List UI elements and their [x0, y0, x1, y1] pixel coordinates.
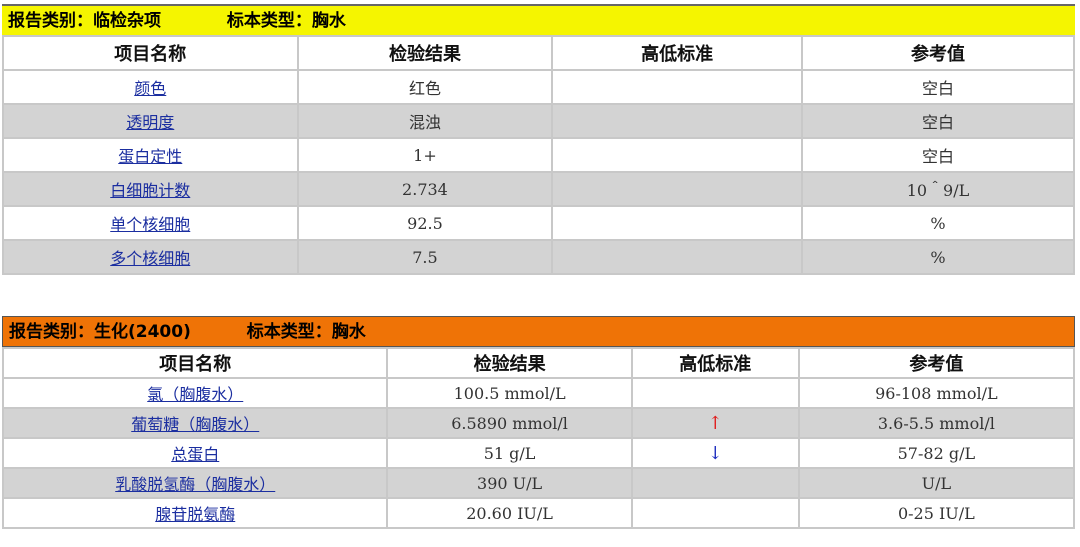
reference-cell: 空白	[800, 103, 1076, 139]
item-name-link[interactable]: 白细胞计数	[110, 181, 191, 200]
flag-cell	[551, 69, 803, 105]
table-row: 总蛋白 51 g/L ↓ 57-82 g/L	[1, 437, 1076, 469]
flag-cell	[551, 205, 803, 241]
item-name-cell: 腺苷脱氨酶	[1, 497, 389, 529]
result-cell: 2.734	[296, 171, 554, 207]
item-name-cell: 氯（胸腹水）	[1, 377, 389, 409]
item-name-link[interactable]: 颜色	[134, 79, 167, 98]
result-cell: 6.5890 mmol/l	[386, 407, 633, 439]
item-name-link[interactable]: 透明度	[126, 113, 175, 132]
table-row: 单个核细胞 92.5 %	[2, 205, 1076, 241]
result-cell: 7.5	[296, 239, 554, 275]
item-name-cell: 乳酸脱氢酶（胸腹水）	[1, 467, 389, 499]
result-cell: 20.60 IU/L	[386, 497, 633, 529]
item-name-cell: 葡萄糖（胸腹水）	[1, 407, 389, 439]
flag-cell	[551, 103, 803, 139]
flag-cell	[630, 467, 800, 499]
result-cell: 390 U/L	[386, 467, 633, 499]
table-row: 透明度 混浊 空白	[2, 103, 1076, 139]
result-cell: 92.5	[296, 205, 554, 241]
report-header-bar: 报告类别：生化(2400) 标本类型：胸水	[2, 316, 1075, 347]
results-table: 项目名称 检验结果 高低标准 参考值 颜色 红色 空白 透明度 混浊 空白 蛋白定性 …	[2, 35, 1076, 275]
column-header: 检验结果	[296, 35, 554, 71]
item-name-link[interactable]: 单个核细胞	[110, 215, 191, 234]
result-cell: 红色	[296, 69, 554, 105]
column-header: 高低标准	[630, 347, 800, 379]
item-name-link[interactable]: 总蛋白	[171, 445, 220, 464]
reference-cell: 10＾9/L	[800, 171, 1076, 207]
table-row: 乳酸脱氢酶（胸腹水） 390 U/L U/L	[1, 467, 1076, 499]
flag-cell	[630, 377, 800, 409]
item-name-link[interactable]: 葡萄糖（胸腹水）	[131, 415, 260, 434]
result-cell: 1+	[296, 137, 554, 173]
table-row: 腺苷脱氨酶 20.60 IU/L 0-25 IU/L	[1, 497, 1076, 529]
item-name-link[interactable]: 多个核细胞	[110, 249, 191, 268]
reference-cell: 57-82 g/L	[797, 437, 1076, 469]
item-name-cell: 透明度	[2, 103, 299, 139]
specimen-type: 标本类型：胸水	[246, 322, 366, 342]
item-name-cell: 白细胞计数	[2, 171, 299, 207]
column-header: 项目名称	[2, 35, 299, 71]
report-category: 报告类别：临检杂项	[8, 11, 161, 31]
flag-cell	[630, 497, 800, 529]
table-row: 多个核细胞 7.5 %	[2, 239, 1076, 275]
table-header-row: 项目名称 检验结果 高低标准 参考值	[2, 35, 1076, 71]
flag-cell	[551, 239, 803, 275]
report-table-general: 报告类别：临检杂项 标本类型：胸水 项目名称 检验结果 高低标准 参考值 颜色 红色 …	[2, 4, 1076, 275]
result-cell: 100.5 mmol/L	[386, 377, 633, 409]
reference-cell: U/L	[797, 467, 1076, 499]
flag-cell	[551, 171, 803, 207]
item-name-cell: 单个核细胞	[2, 205, 299, 241]
report-header-bar: 报告类别：临检杂项 标本类型：胸水	[2, 4, 1075, 35]
column-header: 高低标准	[551, 35, 803, 71]
table-row: 白细胞计数 2.734 10＾9/L	[2, 171, 1076, 207]
reference-cell: 空白	[800, 137, 1076, 173]
item-name-link[interactable]: 氯（胸腹水）	[147, 385, 244, 404]
reference-cell: 3.6-5.5 mmol/l	[797, 407, 1076, 439]
arrow-down-icon: ↓	[630, 437, 800, 469]
table-header-row: 项目名称 检验结果 高低标准 参考值	[1, 347, 1076, 379]
item-name-link[interactable]: 乳酸脱氢酶（胸腹水）	[115, 475, 276, 494]
table-row: 颜色 红色 空白	[2, 69, 1076, 105]
reference-cell: %	[800, 205, 1076, 241]
column-header: 项目名称	[1, 347, 389, 379]
reference-cell: 0-25 IU/L	[797, 497, 1076, 529]
column-header: 参考值	[797, 347, 1076, 379]
results-table: 项目名称 检验结果 高低标准 参考值 氯（胸腹水） 100.5 mmol/L 96-1…	[1, 347, 1076, 529]
arrow-up-icon: ↑	[630, 407, 800, 439]
item-name-cell: 蛋白定性	[2, 137, 299, 173]
table-row: 蛋白定性 1+ 空白	[2, 137, 1076, 173]
result-cell: 混浊	[296, 103, 554, 139]
item-name-link[interactable]: 腺苷脱氨酶	[155, 505, 236, 524]
result-cell: 51 g/L	[386, 437, 633, 469]
item-name-cell: 颜色	[2, 69, 299, 105]
item-name-cell: 总蛋白	[1, 437, 389, 469]
specimen-type: 标本类型：胸水	[226, 11, 346, 31]
report-category: 报告类别：生化(2400)	[9, 322, 191, 342]
column-header: 检验结果	[386, 347, 633, 379]
item-name-cell: 多个核细胞	[2, 239, 299, 275]
item-name-link[interactable]: 蛋白定性	[118, 147, 183, 166]
reference-cell: 空白	[800, 69, 1076, 105]
flag-cell	[551, 137, 803, 173]
table-row: 氯（胸腹水） 100.5 mmol/L 96-108 mmol/L	[1, 377, 1076, 409]
table-row: 葡萄糖（胸腹水） 6.5890 mmol/l ↑ 3.6-5.5 mmol/l	[1, 407, 1076, 439]
reference-cell: %	[800, 239, 1076, 275]
column-header: 参考值	[800, 35, 1076, 71]
reference-cell: 96-108 mmol/L	[797, 377, 1076, 409]
report-table-biochem: 报告类别：生化(2400) 标本类型：胸水 项目名称 检验结果 高低标准 参考值 氯（…	[1, 316, 1076, 529]
